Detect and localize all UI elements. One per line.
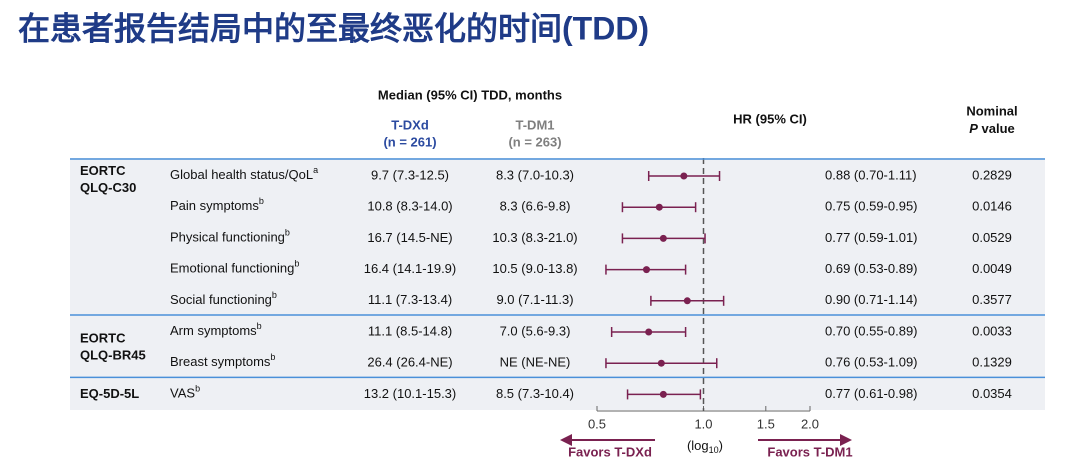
row-label-sup: b (257, 321, 262, 331)
arm1-median: 13.2 (10.1-15.3) (364, 386, 457, 401)
arm2-median: 8.3 (6.6-9.8) (500, 199, 571, 214)
table-background (70, 158, 1045, 410)
row-label: VASb (170, 384, 200, 401)
arm1-n: (n = 261) (383, 134, 436, 149)
hr-point (655, 203, 663, 211)
arm2-n: (n = 263) (508, 134, 561, 149)
row-label-text: Physical functioning (170, 230, 285, 245)
row-label: Breast symptomsb (170, 353, 275, 370)
arm2-median: NE (NE-NE) (500, 355, 571, 370)
group-label: EORTC (80, 163, 126, 178)
row-label-sup: b (259, 197, 264, 207)
hr-point (683, 297, 691, 305)
arm2-median: 9.0 (7.1-11.3) (496, 292, 573, 307)
arm1-median: 16.7 (14.5-NE) (367, 230, 452, 245)
p-value: 0.0049 (972, 261, 1012, 276)
hr-point (645, 328, 653, 336)
p-header: P value (969, 121, 1015, 136)
row-label-sup: b (272, 290, 277, 300)
arm2-median: 8.5 (7.3-10.4) (496, 386, 574, 401)
p-header-rest: value (978, 121, 1015, 136)
row-label-sup: b (270, 353, 275, 363)
p-value: 0.0146 (972, 199, 1012, 214)
row-label-text: Global health status/QoL (170, 167, 313, 182)
hr-point (659, 390, 667, 398)
favors-right: Favors T-DM1 (767, 444, 852, 459)
group-label: EQ-5D-5L (80, 386, 139, 401)
group-label: EORTC (80, 331, 126, 346)
arm1-median: 16.4 (14.1-19.9) (364, 261, 457, 276)
p-value: 0.3577 (972, 292, 1012, 307)
row-label-sup: b (285, 228, 290, 238)
hr-label: 0.76 (0.53-1.09) (825, 355, 918, 370)
x-label-sub: 10 (709, 445, 719, 455)
hr-label: 0.90 (0.71-1.14) (825, 292, 918, 307)
row-label-text: Arm symptoms (170, 323, 257, 338)
arm2-median: 7.0 (5.6-9.3) (500, 323, 571, 338)
row-label-text: Emotional functioning (170, 261, 294, 276)
arrow-left-head (560, 434, 572, 446)
hr-header: HR (95% CI) (733, 111, 807, 126)
arrow-right-head (840, 434, 852, 446)
title: 在患者报告结局中的至最终恶化的时间(TDD) (18, 10, 649, 46)
p-value: 0.2829 (972, 167, 1012, 182)
hr-point (680, 172, 688, 180)
x-label-pre: (log (687, 438, 709, 453)
hr-label: 0.70 (0.55-0.89) (825, 323, 918, 338)
x-tick-label: 1.0 (694, 416, 712, 431)
row-label: Social functioningb (170, 290, 277, 307)
row-label: Physical functioningb (170, 228, 290, 245)
arm1-median: 11.1 (8.5-14.8) (368, 323, 452, 338)
row-label-text: VAS (170, 386, 195, 401)
row-label: Emotional functioningb (170, 259, 299, 276)
arm1-median: 26.4 (26.4-NE) (367, 355, 452, 370)
favors-left: Favors T-DXd (568, 444, 652, 459)
p-value: 0.0529 (972, 230, 1012, 245)
hr-label: 0.77 (0.61-0.98) (825, 386, 918, 401)
arm2-median: 10.3 (8.3-21.0) (492, 230, 577, 245)
row-label-text: Social functioning (170, 292, 272, 307)
arm1-header: T-DXd (391, 117, 429, 132)
hr-point (659, 234, 667, 242)
row-label-text: Pain symptoms (170, 199, 259, 214)
row-label-sup: a (313, 165, 318, 175)
hr-label: 0.69 (0.53-0.89) (825, 261, 918, 276)
hr-point (657, 359, 665, 367)
x-axis-label: (log10) (687, 438, 723, 455)
p-header: Nominal (966, 103, 1017, 118)
hr-point (642, 266, 650, 274)
arm1-median: 10.8 (8.3-14.0) (367, 199, 452, 214)
row-label-text: Breast symptoms (170, 355, 271, 370)
arm2-median: 10.5 (9.0-13.8) (492, 261, 577, 276)
row-label-sup: b (195, 384, 200, 394)
hr-label: 0.77 (0.59-1.01) (825, 230, 918, 245)
row-label: Arm symptomsb (170, 321, 262, 338)
median-header: Median (95% CI) TDD, months (378, 87, 562, 102)
x-label-post: ) (719, 438, 723, 453)
arm1-median: 9.7 (7.3-12.5) (371, 167, 449, 182)
arm1-median: 11.1 (7.3-13.4) (368, 292, 452, 307)
arm2-header: T-DM1 (516, 117, 555, 132)
x-tick-label: 2.0 (801, 416, 819, 431)
arm2-median: 8.3 (7.0-10.3) (496, 167, 574, 182)
hr-label: 0.88 (0.70-1.11) (825, 167, 917, 182)
x-tick-label: 1.5 (757, 416, 775, 431)
row-label: Pain symptomsb (170, 197, 264, 214)
row-label-sup: b (294, 259, 299, 269)
group-label: QLQ-BR45 (80, 348, 146, 363)
p-header-italic: P (969, 121, 978, 136)
p-value: 0.0354 (972, 386, 1012, 401)
row-label: Global health status/QoLa (170, 165, 318, 182)
hr-label: 0.75 (0.59-0.95) (825, 199, 918, 214)
x-tick-label: 0.5 (588, 416, 606, 431)
p-value: 0.0033 (972, 323, 1012, 338)
group-label: QLQ-C30 (80, 180, 136, 195)
p-value: 0.1329 (972, 355, 1012, 370)
